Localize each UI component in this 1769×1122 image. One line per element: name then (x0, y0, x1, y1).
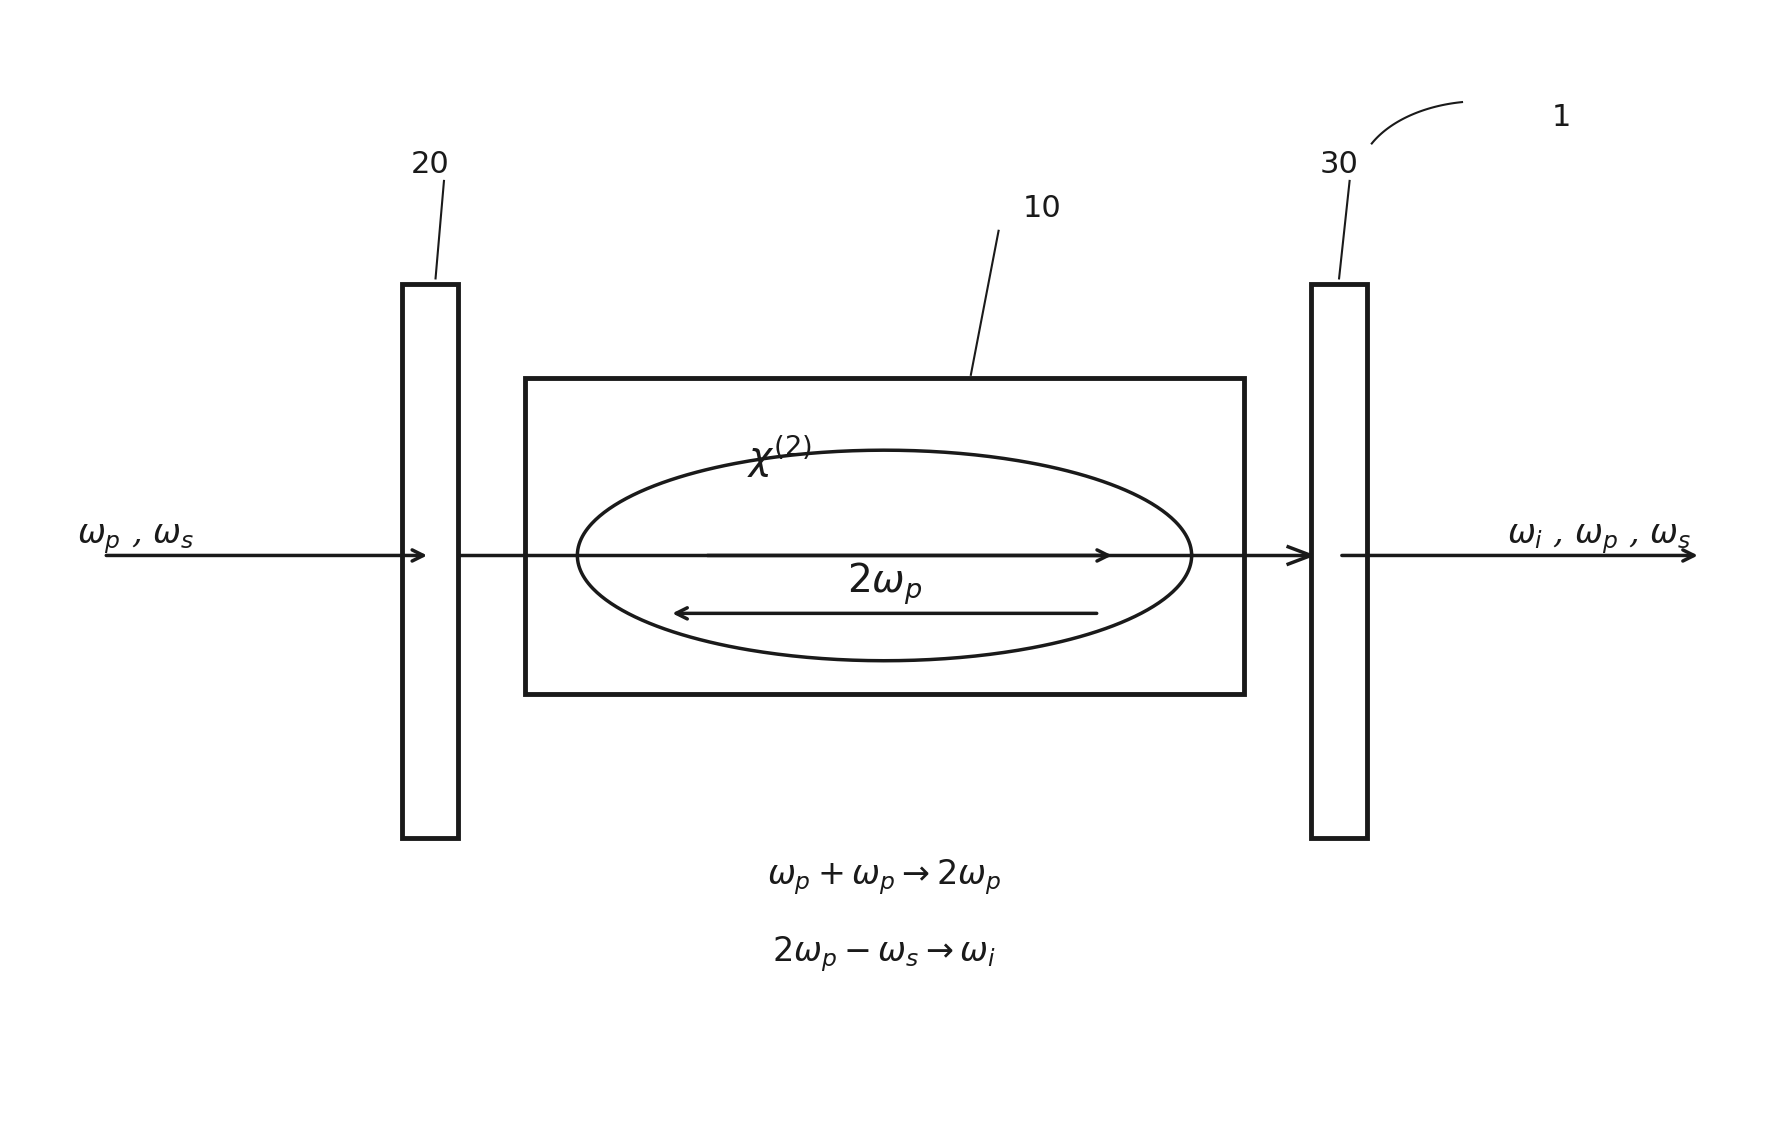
Text: 20: 20 (410, 149, 449, 178)
Text: $\omega_i$ , $\omega_p$ , $\omega_s$: $\omega_i$ , $\omega_p$ , $\omega_s$ (1507, 522, 1691, 555)
Text: $\omega_p$ , $\omega_s$: $\omega_p$ , $\omega_s$ (78, 522, 195, 555)
Bar (525, 378, 1244, 695)
Bar (1311, 284, 1367, 838)
Text: $\omega_p+\omega_p \rightarrow 2\omega_p$: $\omega_p+\omega_p \rightarrow 2\omega_p… (768, 857, 1001, 896)
Bar (402, 284, 458, 838)
Text: 10: 10 (1022, 194, 1061, 223)
Text: $\chi^{(2)}$: $\chi^{(2)}$ (747, 432, 812, 479)
Text: 1: 1 (1551, 103, 1571, 132)
Text: $2\omega_p$: $2\omega_p$ (847, 560, 922, 607)
Text: $2\omega_p-\omega_s \rightarrow \omega_i$: $2\omega_p-\omega_s \rightarrow \omega_i… (773, 935, 996, 974)
Text: 30: 30 (1320, 149, 1359, 178)
